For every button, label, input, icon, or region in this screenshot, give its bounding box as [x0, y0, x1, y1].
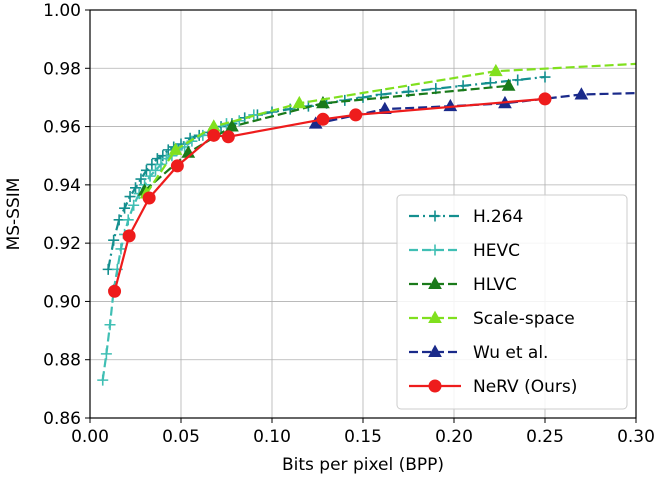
series-layer: [97, 62, 636, 386]
data-point-scale-space: [489, 63, 503, 77]
data-point-hevc: [122, 214, 134, 226]
data-point-nerv-ours: [142, 191, 156, 205]
data-point-h-264: [108, 234, 120, 246]
data-point-hevc: [100, 348, 112, 360]
y-tick-label: 0.98: [43, 59, 81, 79]
data-point-wu-et-al: [377, 101, 392, 115]
data-point-scale-space: [292, 95, 307, 109]
legend-marker-nerv-ours: [428, 379, 442, 393]
y-tick-label: 0.90: [43, 292, 81, 312]
legend-label-nerv-ours: NeRV (Ours): [473, 377, 577, 397]
legend-marker-h-264: [429, 210, 441, 222]
legend-label-wu-et-al: Wu et al.: [473, 343, 548, 363]
legend-marker-hevc: [429, 244, 441, 256]
legend-marker-scale-space: [428, 310, 442, 323]
data-point-scale-space: [168, 142, 183, 155]
data-point-hevc: [144, 170, 156, 182]
data-point-nerv-ours: [221, 130, 235, 144]
series-line-scale-space: [145, 62, 636, 195]
data-point-wu-et-al: [574, 87, 589, 100]
series-scale-space: [139, 62, 636, 199]
data-point-nerv-ours: [122, 229, 136, 243]
data-point-h-264: [130, 182, 141, 194]
x-tick-label: 0.10: [253, 427, 291, 447]
data-point-hevc: [104, 319, 116, 331]
legend-box: [396, 194, 628, 410]
legend-label-scale-space: Scale-space: [473, 309, 575, 329]
y-tick-label: 0.86: [43, 409, 81, 429]
legend-marker-wu-et-al: [428, 344, 442, 357]
x-axis-label: Bits per pixel (BPP): [282, 455, 444, 475]
legend: H.264 HEVC HLVC Scale-space Wu et al. NeRV (O…: [396, 194, 628, 410]
x-tick-label: 0.30: [617, 427, 655, 447]
data-point-nerv-ours: [108, 284, 122, 298]
x-tick-label: 0.20: [435, 427, 473, 447]
data-point-h-264: [135, 173, 147, 185]
data-point-h-264: [539, 71, 551, 83]
data-point-nerv-ours: [207, 128, 221, 142]
y-tick-label: 0.96: [43, 118, 81, 138]
x-tick-label: 0.00: [71, 427, 109, 447]
data-point-h-264: [124, 191, 136, 203]
legend-label-h-264: H.264: [473, 207, 523, 227]
x-tick-label: 0.25: [526, 427, 564, 447]
data-point-hevc: [128, 199, 140, 211]
data-point-nerv-ours: [170, 159, 184, 173]
x-tick-label: 0.15: [344, 427, 382, 447]
data-point-hevc: [150, 164, 162, 176]
data-point-hlvc: [501, 78, 516, 91]
y-tick-label: 0.88: [43, 351, 81, 371]
data-point-nerv-ours: [316, 112, 330, 126]
data-point-hlvc: [316, 95, 330, 109]
ticks: 0.00 0.05 0.10 0.15 0.20 0.25 0.30 0.86 0.88 0.90…: [43, 1, 655, 447]
y-tick-label: 1.00: [43, 1, 81, 21]
y-tick-label: 0.94: [43, 176, 81, 196]
data-point-nerv-ours: [349, 108, 363, 122]
data-point-nerv-ours: [538, 92, 552, 106]
x-tick-label: 0.05: [162, 427, 200, 447]
y-axis-label: MS-SSIM: [4, 178, 24, 251]
data-point-h-264: [119, 202, 131, 214]
data-point-wu-et-al: [443, 98, 458, 112]
y-tick-label: 0.92: [43, 234, 81, 254]
data-point-hevc: [97, 374, 109, 386]
legend-marker-hlvc: [428, 276, 442, 289]
data-point-h-264: [512, 74, 524, 86]
series-wu-et-al: [308, 87, 636, 129]
legend-label-hevc: HEVC: [473, 241, 520, 261]
series-nerv-ours: [108, 92, 552, 298]
legend-label-hlvc: HLVC: [473, 275, 517, 295]
data-point-hlvc: [225, 119, 239, 132]
